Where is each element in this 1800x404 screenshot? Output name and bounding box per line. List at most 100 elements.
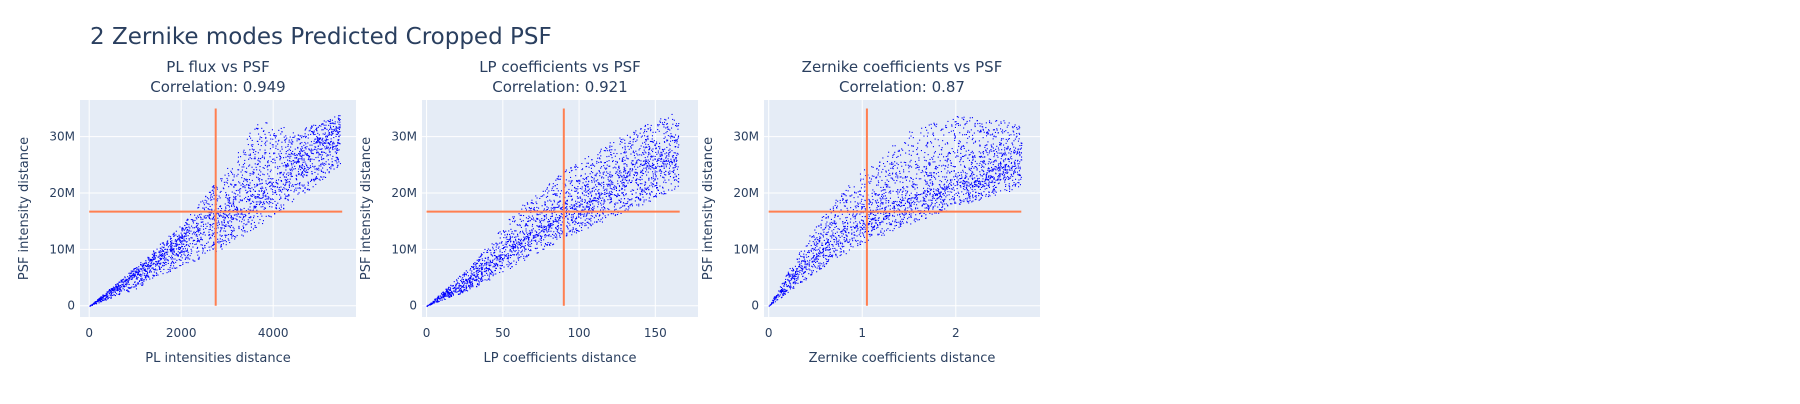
scatter-point xyxy=(603,206,604,207)
scatter-point xyxy=(532,202,533,203)
scatter-point xyxy=(253,174,254,175)
scatter-point xyxy=(657,166,658,167)
scatter-point xyxy=(505,249,506,250)
scatter-point xyxy=(572,222,573,223)
scatter-point xyxy=(339,129,340,130)
scatter-point xyxy=(545,216,546,217)
scatter-point xyxy=(175,245,176,246)
scatter-point xyxy=(175,241,176,242)
scatter-point xyxy=(560,201,561,202)
scatter-point xyxy=(285,135,286,136)
scatter-point xyxy=(677,153,678,154)
scatter-point xyxy=(669,162,670,163)
scatter-point xyxy=(516,254,517,255)
scatter-point xyxy=(553,221,554,222)
scatter-point xyxy=(243,223,244,224)
scatter-point xyxy=(273,182,274,183)
scatter-point xyxy=(632,205,633,206)
scatter-point xyxy=(197,255,198,256)
scatter-point xyxy=(584,202,585,203)
scatter-point xyxy=(205,228,206,229)
scatter-point xyxy=(145,277,146,278)
scatter-point xyxy=(319,149,320,150)
scatter-point xyxy=(320,176,321,177)
scatter-point xyxy=(311,141,312,142)
scatter-point xyxy=(323,145,324,146)
scatter-point xyxy=(305,130,306,131)
scatter-point xyxy=(313,125,314,126)
scatter-point xyxy=(484,269,485,270)
scatter-point xyxy=(212,186,213,187)
scatter-point xyxy=(145,260,146,261)
scatter-point xyxy=(285,142,286,143)
scatter-point xyxy=(231,230,232,231)
scatter-point xyxy=(110,295,111,296)
scatter-point xyxy=(642,204,643,205)
scatter-point xyxy=(289,142,290,143)
scatter-point xyxy=(277,183,278,184)
scatter-point xyxy=(639,199,640,200)
scatter-point xyxy=(284,194,285,195)
scatter-point xyxy=(285,183,286,184)
scatter-point xyxy=(510,229,511,230)
scatter-point xyxy=(599,157,600,158)
scatter-point xyxy=(115,295,116,296)
scatter-point xyxy=(492,243,493,244)
scatter-point xyxy=(337,131,338,132)
scatter-point xyxy=(532,224,533,225)
scatter-point xyxy=(189,259,190,260)
scatter-point xyxy=(525,226,526,227)
scatter-point xyxy=(598,204,599,205)
scatter-point xyxy=(581,188,582,189)
scatter-point xyxy=(308,155,309,156)
scatter-point xyxy=(543,220,544,221)
scatter-point xyxy=(239,202,240,203)
scatter-point xyxy=(626,152,627,153)
scatter-point xyxy=(188,262,189,263)
scatter-point xyxy=(585,200,586,201)
scatter-point xyxy=(104,299,105,300)
scatter-point xyxy=(603,204,604,205)
scatter-point xyxy=(478,261,479,262)
scatter-point xyxy=(649,149,650,150)
scatter-point xyxy=(656,168,657,169)
scatter-point xyxy=(516,243,517,244)
scatter-point xyxy=(269,153,270,154)
scatter-point xyxy=(282,149,283,150)
scatter-point xyxy=(253,228,254,229)
scatter-point xyxy=(280,177,281,178)
scatter-point xyxy=(274,133,275,134)
scatter-point xyxy=(577,202,578,203)
scatter-point xyxy=(143,269,144,270)
scatter-point xyxy=(626,158,627,159)
scatter-point xyxy=(301,156,302,157)
scatter-point xyxy=(601,193,602,194)
scatter-point xyxy=(541,240,542,241)
scatter-point xyxy=(512,254,513,255)
scatter-point xyxy=(231,234,232,235)
scatter-point xyxy=(193,232,194,233)
scatter-point xyxy=(301,174,302,175)
scatter-point xyxy=(288,144,289,145)
scatter-point xyxy=(173,248,174,249)
scatter-point xyxy=(157,249,158,250)
scatter-point xyxy=(331,141,332,142)
scatter-point xyxy=(519,257,520,258)
scatter-point xyxy=(197,252,198,253)
scatter-point xyxy=(559,205,560,206)
scatter-point xyxy=(250,182,251,183)
scatter-point xyxy=(194,234,195,235)
scatter-point xyxy=(310,128,311,129)
scatter-point xyxy=(646,139,647,140)
scatter-point xyxy=(146,274,147,275)
scatter-point xyxy=(168,271,169,272)
scatter-point xyxy=(181,260,182,261)
scatter-point xyxy=(651,177,652,178)
scatter-point xyxy=(461,281,462,282)
scatter-point xyxy=(592,182,593,183)
scatter-point xyxy=(249,213,250,214)
scatter-point xyxy=(628,207,629,208)
scatter-point xyxy=(560,176,561,177)
scatter-point xyxy=(574,187,575,188)
